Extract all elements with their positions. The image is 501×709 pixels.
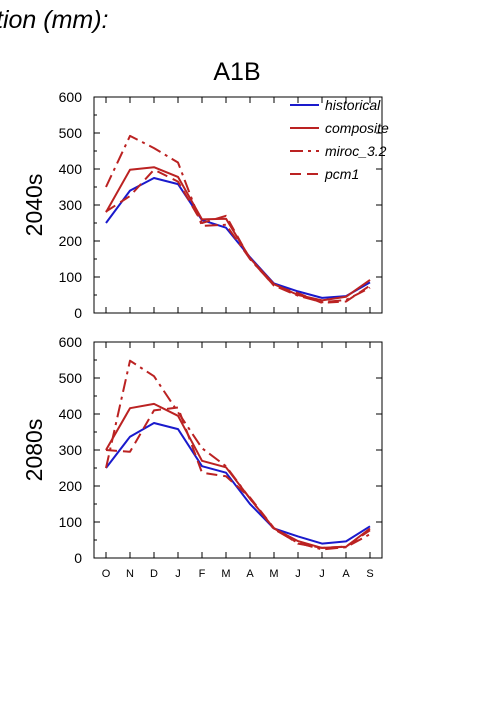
x-tick-label: J (175, 568, 181, 580)
y-tick-label: 500 (59, 370, 83, 386)
series-line-pcm1 (105, 406, 371, 549)
y-tick-label: 200 (59, 233, 83, 249)
x-tick-label: N (126, 568, 134, 580)
x-tick-label: A (246, 568, 254, 580)
x-tick-label: S (366, 568, 373, 580)
y-tick-label: 300 (59, 197, 83, 213)
x-tick-label: M (269, 568, 278, 580)
period-label: 2040s (21, 174, 47, 237)
y-tick-label: 500 (59, 125, 83, 141)
series-line-pcm1 (105, 168, 371, 304)
y-tick-label: 100 (59, 269, 83, 285)
x-tick-label: M (221, 568, 230, 580)
chart-panel-2080s: 0 100 200 300 400 500 600 O N D J F M A M J J A S 2080s (21, 334, 383, 580)
plot-frame (93, 341, 383, 559)
legend-label-miroc_3.2: miroc_3.2 (325, 143, 387, 159)
series-line-composite (105, 402, 371, 549)
period-label: 2080s (21, 419, 47, 482)
y-tick-label: 0 (74, 550, 82, 566)
x-tick-label: O (102, 568, 111, 580)
y-tick-label: 600 (59, 334, 83, 350)
series-line-miroc_3.2 (105, 359, 371, 551)
header-text: tion (mm): (0, 6, 109, 34)
x-tick-label: F (199, 568, 206, 580)
x-tick-label: J (319, 568, 325, 580)
y-tick-label: 400 (59, 161, 83, 177)
series-line-miroc_3.2 (105, 134, 371, 304)
chart-panel-2040s: 0 100 200 300 400 500 600 2040s historical compos… (21, 89, 389, 321)
y-tick-label: 300 (59, 442, 83, 458)
x-tick-label: J (295, 568, 301, 580)
legend-label-historical: historical (325, 97, 381, 113)
series-line-composite (105, 166, 371, 302)
series-line-historical (105, 177, 371, 299)
legend-label-composite: composite (325, 120, 389, 136)
scenario-title: A1B (213, 58, 260, 86)
x-tick-label: D (150, 568, 158, 580)
x-tick-label: A (342, 568, 350, 580)
y-tick-label: 0 (74, 305, 82, 321)
legend-label-pcm1: pcm1 (324, 166, 359, 182)
y-tick-label: 100 (59, 514, 83, 530)
y-tick-label: 600 (59, 89, 83, 105)
y-tick-label: 400 (59, 406, 83, 422)
series-line-historical (105, 422, 371, 545)
legend: historical composite miroc_3.2 pcm1 (290, 97, 389, 182)
y-tick-label: 200 (59, 478, 83, 494)
